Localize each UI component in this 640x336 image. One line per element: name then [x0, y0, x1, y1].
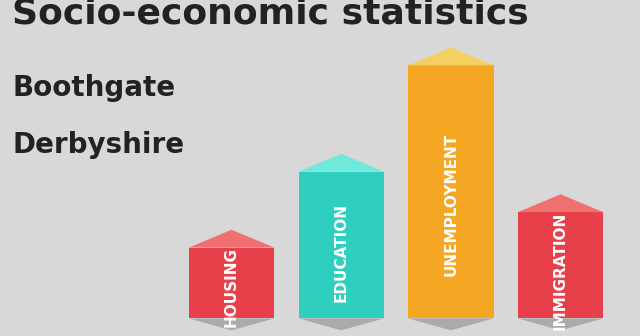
Polygon shape: [299, 172, 384, 319]
Polygon shape: [518, 212, 604, 319]
Polygon shape: [189, 248, 274, 319]
Text: UNEMPLOYMENT: UNEMPLOYMENT: [444, 133, 458, 276]
Text: HOUSING: HOUSING: [224, 247, 239, 327]
Text: Socio-economic statistics: Socio-economic statistics: [12, 0, 529, 31]
Polygon shape: [408, 66, 493, 319]
Text: EDUCATION: EDUCATION: [333, 203, 349, 302]
Polygon shape: [408, 47, 493, 66]
Text: Boothgate: Boothgate: [12, 74, 175, 102]
Polygon shape: [189, 319, 274, 330]
Text: IMMIGRATION: IMMIGRATION: [553, 211, 568, 330]
Polygon shape: [299, 154, 384, 172]
Polygon shape: [189, 230, 274, 248]
Polygon shape: [518, 319, 604, 330]
Text: Derbyshire: Derbyshire: [12, 131, 184, 159]
Polygon shape: [518, 194, 604, 212]
Polygon shape: [408, 319, 493, 330]
Polygon shape: [299, 319, 384, 330]
